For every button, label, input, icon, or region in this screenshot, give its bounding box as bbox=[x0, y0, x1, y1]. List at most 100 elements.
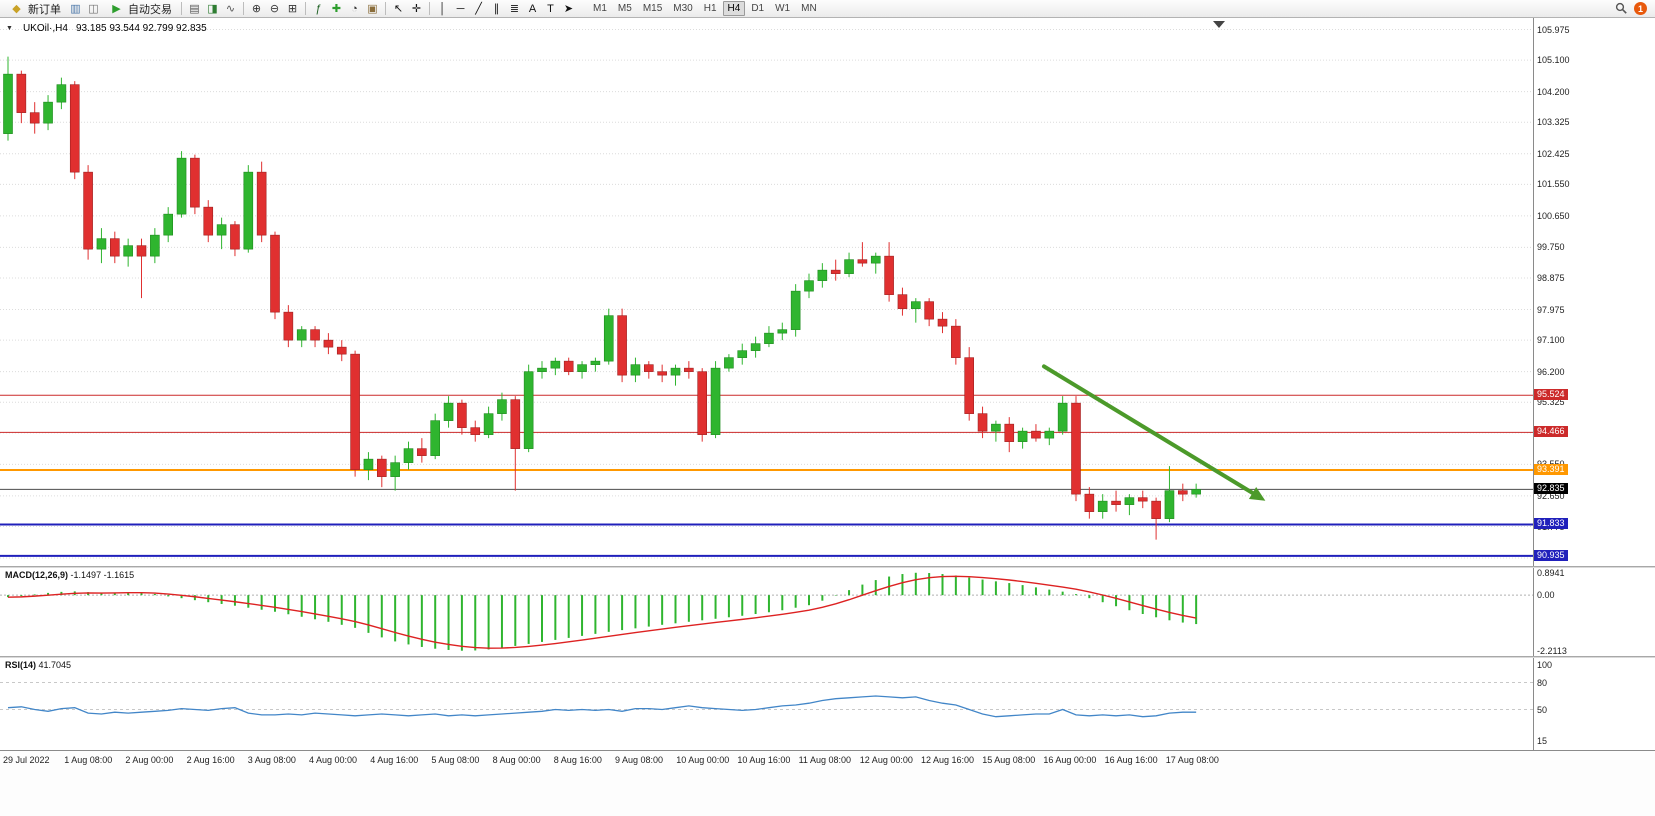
toolbar-right-group: 1 bbox=[1615, 2, 1652, 15]
line-chart-icon[interactable]: ∿ bbox=[225, 2, 236, 15]
market-watch-icon[interactable]: ◫ bbox=[88, 2, 99, 15]
time-label: 10 Aug 00:00 bbox=[676, 755, 730, 765]
rsi-scale-label: 50 bbox=[1537, 704, 1548, 715]
panel-divider[interactable] bbox=[0, 566, 1655, 568]
time-label: 5 Aug 08:00 bbox=[431, 755, 480, 765]
price-axis-label: 97.100 bbox=[1537, 335, 1565, 346]
window-icons-group: ▥ ◫ bbox=[67, 1, 102, 17]
price-axis-label: 99.750 bbox=[1537, 242, 1565, 253]
charts-window-icon[interactable]: ▥ bbox=[70, 2, 81, 15]
macd-scale-label: 0.00 bbox=[1537, 590, 1555, 601]
time-label: 4 Aug 16:00 bbox=[370, 755, 419, 765]
time-label: 8 Aug 00:00 bbox=[492, 755, 541, 765]
time-label: 4 Aug 00:00 bbox=[309, 755, 358, 765]
symbol-dropdown-icon[interactable]: ▼ bbox=[6, 25, 13, 32]
chart-shift-marker bbox=[1213, 21, 1225, 28]
price-axis-label: 104.200 bbox=[1537, 86, 1570, 97]
price-axis-label: 105.100 bbox=[1537, 55, 1570, 66]
timeframe-button-m5[interactable]: M5 bbox=[617, 3, 632, 14]
vertical-line-icon[interactable]: │ bbox=[439, 2, 446, 15]
toolbar-separator bbox=[181, 2, 182, 15]
time-label: 3 Aug 08:00 bbox=[247, 755, 296, 765]
price-axis-label: 100.650 bbox=[1537, 210, 1570, 221]
price-line-label: 91.833 bbox=[1534, 518, 1568, 530]
rsi-value: 41.7045 bbox=[38, 660, 72, 670]
price-line-label: 92.835 bbox=[1534, 483, 1568, 495]
toolbar-separator bbox=[243, 2, 244, 15]
label-icon[interactable]: T bbox=[547, 2, 554, 15]
time-axis[interactable]: 29 Jul 2022 1 Aug 08:00 2 Aug 00:00 2 Aug 1… bbox=[0, 750, 1655, 816]
time-label: 15 Aug 08:00 bbox=[982, 755, 1036, 765]
time-label: 11 Aug 08:00 bbox=[798, 755, 851, 765]
chart-shot-icon[interactable]: ▣ bbox=[367, 2, 378, 15]
time-label: 16 Aug 16:00 bbox=[1104, 755, 1158, 765]
timeframe-button-m15[interactable]: M15 bbox=[642, 3, 663, 14]
tile-windows-icon[interactable]: ⊞ bbox=[287, 2, 298, 15]
price-line-label: 90.935 bbox=[1534, 549, 1568, 561]
time-label: 9 Aug 08:00 bbox=[615, 755, 664, 765]
candles bbox=[3, 56, 1201, 540]
crosshair-icon[interactable]: ✛ bbox=[411, 2, 422, 15]
rsi-scale-label: 100 bbox=[1537, 659, 1553, 670]
price-axis-label: 97.975 bbox=[1537, 304, 1565, 315]
timeframe-button-m30[interactable]: M30 bbox=[673, 3, 693, 14]
toolbar: ◆ 新订单 ▥ ◫ ▶ 自动交易 ▤ ◨ ∿ ⊕ ⊖ ⊞ ƒ ✚ ◔ ▣ ↖ ✛ │ ─ ╱ ∥ ≣ A T ➤ M1 M… bbox=[0, 0, 1655, 18]
macd-panel[interactable] bbox=[0, 568, 1533, 656]
price-line-label: 95.524 bbox=[1534, 389, 1568, 401]
timeframe-bar: M1 M5 M15 M30 H1 H4 D1 W1 MN bbox=[588, 1, 822, 16]
channel-icon[interactable]: ∥ bbox=[493, 2, 500, 15]
price-axis-label: 103.325 bbox=[1537, 117, 1570, 128]
time-label: 12 Aug 00:00 bbox=[859, 755, 913, 765]
rsi-scale-label: 80 bbox=[1537, 677, 1548, 688]
time-label: 1 Aug 08:00 bbox=[64, 755, 113, 765]
cursor-icon[interactable]: ↖ bbox=[393, 2, 404, 15]
price-axis-label: 101.550 bbox=[1537, 179, 1570, 190]
timeframe-button-mn[interactable]: MN bbox=[801, 3, 817, 14]
text-icon[interactable]: A bbox=[528, 2, 537, 15]
auto-trading-button[interactable]: ▶ 自动交易 bbox=[103, 1, 177, 17]
price-axis[interactable] bbox=[1533, 18, 1655, 750]
price-axis-label: 92.650 bbox=[1537, 490, 1565, 501]
auto-trading-icon: ▶ bbox=[112, 2, 121, 15]
timeframe-button-d1[interactable]: D1 bbox=[751, 3, 765, 14]
rsi-panel[interactable] bbox=[0, 658, 1533, 750]
timeframe-button-h1[interactable]: H1 bbox=[703, 3, 717, 14]
time-label: 8 Aug 16:00 bbox=[553, 755, 602, 765]
timeframe-button-w1[interactable]: W1 bbox=[775, 3, 791, 14]
indicators-icon[interactable]: ƒ bbox=[315, 2, 322, 15]
fibonacci-icon[interactable]: ≣ bbox=[509, 2, 520, 15]
time-label: 12 Aug 16:00 bbox=[921, 755, 975, 765]
period-clock-icon[interactable]: ◔ bbox=[351, 2, 358, 15]
panel-divider[interactable] bbox=[0, 656, 1655, 658]
arrows-icon[interactable]: ➤ bbox=[563, 2, 574, 15]
new-order-button[interactable]: ◆ 新订单 bbox=[3, 1, 66, 17]
candlestick-chart-icon[interactable]: ◨ bbox=[207, 2, 218, 15]
symbol-period-label: UKOil·,H4 bbox=[22, 23, 68, 34]
toolbar-separator bbox=[385, 2, 386, 15]
notification-badge[interactable]: 1 bbox=[1634, 2, 1647, 15]
time-label: 2 Aug 00:00 bbox=[125, 755, 174, 765]
new-order-label: 新订单 bbox=[28, 3, 61, 16]
price-line-label: 94.466 bbox=[1534, 426, 1568, 438]
zoom-out-icon[interactable]: ⊖ bbox=[269, 2, 280, 15]
macd-signal-line bbox=[7, 575, 1197, 649]
horizontal-line-icon[interactable]: ─ bbox=[456, 2, 465, 15]
timeframe-button-m1[interactable]: M1 bbox=[593, 3, 607, 14]
toolbar-separator bbox=[429, 2, 430, 15]
search-icon[interactable] bbox=[1615, 2, 1628, 15]
zoom-in-icon[interactable]: ⊕ bbox=[251, 2, 262, 15]
rsi-scale-label: 15 bbox=[1537, 736, 1548, 746]
price-chart[interactable] bbox=[0, 18, 1533, 566]
bar-chart-icon[interactable]: ▤ bbox=[189, 2, 200, 15]
rsi-line bbox=[7, 695, 1197, 718]
timeframe-button-h4[interactable]: H4 bbox=[722, 1, 746, 16]
trendline-icon[interactable]: ╱ bbox=[475, 2, 482, 15]
macd-values: -1.1497 -1.1615 bbox=[70, 570, 135, 580]
add-indicator-icon[interactable]: ✚ bbox=[331, 2, 342, 15]
price-axis-label: 96.200 bbox=[1537, 366, 1565, 377]
time-label: 29 Jul 2022 bbox=[3, 755, 50, 765]
auto-trading-label: 自动交易 bbox=[128, 3, 172, 16]
price-axis-label: 102.425 bbox=[1537, 148, 1570, 159]
chart-tools-group: ▤ ◨ ∿ ⊕ ⊖ ⊞ ƒ ✚ ◔ ▣ ↖ ✛ │ ─ ╱ ∥ ≣ A T ➤ bbox=[178, 1, 577, 17]
